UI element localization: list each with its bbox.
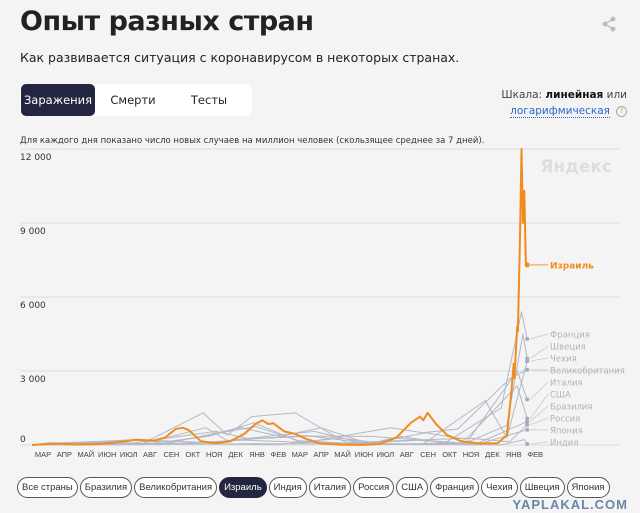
x-tick-label: МАЙ — [334, 450, 351, 459]
x-tick-label: НОЯ — [463, 450, 480, 459]
series-label: Швеция — [550, 343, 586, 353]
tab-infections[interactable]: Заражения — [21, 84, 95, 116]
chart-note: Для каждого дня показано число новых слу… — [20, 136, 485, 146]
watermark: YAPLAKAL.COM — [512, 497, 628, 512]
x-tick-label: ФЕВ — [527, 450, 543, 459]
x-tick-label: ДЕК — [228, 450, 243, 459]
scale-switcher: Шкала: линейная или логарифмическая? — [501, 87, 627, 119]
x-tick-label: НОЯ — [206, 450, 223, 459]
series-label: Великобритания — [550, 367, 625, 377]
series-label-leader — [529, 381, 549, 400]
y-tick-label: 0 — [20, 435, 26, 445]
country-chip[interactable]: Россия — [353, 477, 395, 498]
country-chip[interactable]: Великобритания — [134, 477, 218, 498]
page-subtitle: Как развивается ситуация с коронавирусом… — [20, 50, 460, 65]
x-tick-label: СЕН — [420, 450, 436, 459]
series-line-other — [31, 437, 528, 446]
x-tick-label: ИЮЛ — [120, 450, 138, 459]
series-endpoint — [525, 442, 530, 447]
series-endpoint — [525, 427, 530, 432]
chart: 0 3 000 6 000 9 000 12 000 Яндекс МАР АПР МАЙ ИЮН… — [20, 148, 625, 459]
country-chip[interactable]: Израиль — [219, 477, 267, 498]
country-chip[interactable]: Все страны — [17, 477, 78, 498]
series-endpoint — [525, 336, 530, 341]
x-tick-label: МАР — [35, 450, 51, 459]
series-label-leader — [530, 357, 549, 362]
x-tick-label: ИЮЛ — [377, 450, 395, 459]
country-chip[interactable]: Бразилия — [79, 477, 133, 498]
series-label: Япония — [550, 427, 583, 437]
yandex-logo: Яндекс — [540, 157, 612, 177]
scale-or: или — [606, 89, 627, 101]
series-label: Бразилия — [550, 403, 593, 413]
series-label: Индия — [550, 439, 578, 449]
country-filter: Все страны Бразилия Великобритания Израиль И… — [17, 477, 633, 498]
x-tick-label: ОКТ — [185, 450, 200, 459]
y-tick-label: 12 000 — [20, 153, 52, 163]
series-label: Чехия — [550, 355, 577, 365]
series-line-other — [31, 311, 528, 446]
country-chip[interactable]: Италия — [308, 477, 352, 498]
series-label-leader — [529, 393, 549, 419]
scale-linear: линейная — [545, 89, 604, 101]
series-label: Россия — [550, 415, 580, 425]
series-label: Италия — [550, 379, 583, 389]
x-tick-label: МАЙ — [77, 450, 94, 459]
x-tick-label: СЕН — [163, 450, 179, 459]
scale-log-link[interactable]: логарифмическая — [510, 105, 610, 118]
x-tick-label: ИЮН — [98, 450, 116, 459]
series-label-leader — [529, 405, 549, 422]
series-line-other — [31, 369, 528, 446]
share-icon — [602, 16, 616, 32]
series-line-highlight — [31, 148, 529, 446]
country-chip[interactable]: Франция — [430, 477, 480, 498]
series-endpoint — [525, 422, 530, 427]
series-endpoint — [525, 397, 530, 402]
scale-prefix: Шкала: — [501, 89, 543, 101]
series-endpoint — [524, 262, 530, 268]
country-chip[interactable]: Индия — [268, 477, 307, 498]
x-tick-label: АВГ — [400, 450, 414, 459]
x-tick-label: МАР — [292, 450, 308, 459]
y-tick-label: 6 000 — [20, 301, 46, 311]
country-chip[interactable]: Япония — [566, 477, 610, 498]
country-chip[interactable]: Чехия — [481, 477, 518, 498]
series-endpoint — [525, 419, 530, 424]
series-endpoint — [525, 416, 530, 421]
x-tick-label: ИЮН — [355, 450, 373, 459]
metric-tabs: Заражения Смерти Тесты — [20, 84, 252, 116]
x-tick-label: АВГ — [143, 450, 157, 459]
x-tick-label: ОКТ — [442, 450, 457, 459]
series-label-leader — [530, 441, 549, 445]
country-chip[interactable]: США — [396, 477, 429, 498]
tab-tests[interactable]: Тесты — [190, 93, 228, 107]
x-tick-label: ФЕВ — [271, 450, 287, 459]
x-tick-label: ЯНВ — [249, 450, 265, 459]
x-tick-label: АПР — [314, 450, 329, 459]
share-button[interactable] — [602, 16, 616, 36]
tab-deaths[interactable]: Смерти — [110, 93, 156, 107]
series-label: США — [550, 391, 571, 401]
help-icon[interactable]: ? — [616, 105, 627, 117]
y-tick-label: 9 000 — [20, 227, 46, 237]
series-label: Израиль — [550, 261, 594, 271]
page-title: Опыт разных стран — [20, 6, 314, 37]
series-label-leader — [529, 345, 549, 359]
series-line-other — [31, 360, 528, 446]
series-label-leader — [530, 417, 549, 426]
series-endpoint — [525, 359, 530, 364]
series-label: Франция — [550, 331, 590, 341]
series-label-leader — [530, 333, 549, 340]
y-tick-label: 3 000 — [20, 375, 46, 385]
x-tick-label: ЯНВ — [506, 450, 522, 459]
series-endpoint — [525, 367, 530, 372]
country-chip[interactable]: Швеция — [519, 477, 565, 498]
x-tick-label: ДЕК — [485, 450, 500, 459]
x-tick-label: АПР — [57, 450, 72, 459]
